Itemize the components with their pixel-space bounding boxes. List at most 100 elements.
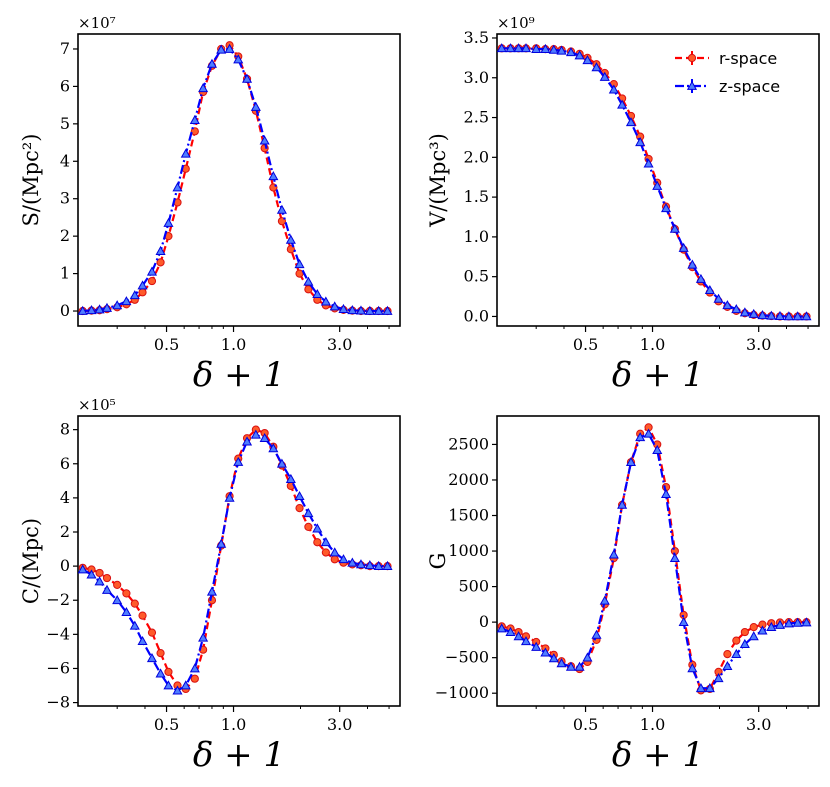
data-point xyxy=(766,621,777,631)
data-point xyxy=(155,668,166,678)
y-tick-label: 2.0 xyxy=(464,147,489,166)
data-point xyxy=(129,290,140,300)
data-point xyxy=(147,628,157,637)
data-point xyxy=(513,43,524,53)
data-point xyxy=(505,43,516,53)
data-point xyxy=(652,444,663,454)
plot-frame xyxy=(496,33,820,327)
data-point xyxy=(617,499,628,509)
data-point xyxy=(180,148,191,158)
data-point xyxy=(364,560,375,570)
y-tick-label: 7 xyxy=(60,39,70,58)
x-tick-label: 1.0 xyxy=(221,715,246,734)
x-axis-label: δ + 1 xyxy=(612,735,704,775)
data-point xyxy=(156,649,165,658)
y-tick-label: 2 xyxy=(60,226,70,245)
data-point xyxy=(695,273,706,283)
data-point xyxy=(304,285,313,294)
data-point xyxy=(130,599,139,608)
data-point xyxy=(774,619,786,629)
data-point xyxy=(321,548,330,557)
data-point xyxy=(285,234,296,244)
data-point xyxy=(312,288,323,299)
data-point xyxy=(101,584,113,594)
y-tick-label: 3 xyxy=(60,189,70,208)
data-point xyxy=(660,203,672,213)
x-tick-label: 1.0 xyxy=(221,335,246,354)
data-point xyxy=(704,284,715,295)
data-point xyxy=(740,627,749,637)
series-line xyxy=(82,47,388,313)
data-point xyxy=(548,44,559,54)
series-z-space xyxy=(78,43,393,315)
x-tick-label: 0.5 xyxy=(154,335,179,354)
x-axis-label: δ + 1 xyxy=(193,355,285,395)
data-point xyxy=(156,258,165,267)
data-point xyxy=(783,618,794,628)
data-point xyxy=(113,580,122,589)
y-tick-label: −6 xyxy=(46,658,70,677)
data-point xyxy=(138,611,147,620)
x-tick-label: 3.0 xyxy=(746,335,771,354)
panel-curvature: ×10⁵ C/(Mpc) δ + 1 −8 −6 −4 −2 0 2 4 6 8 0.5 1.0 3.… xyxy=(19,396,401,775)
data-point xyxy=(739,638,750,649)
y-axis-label: S/(Mpc²) xyxy=(19,134,43,227)
y-tick-label: 2 xyxy=(60,522,70,541)
legend-label-r-space: r-space xyxy=(719,49,777,68)
data-point xyxy=(652,180,663,190)
data-point xyxy=(513,631,524,641)
y-tick-label: 4 xyxy=(60,151,70,170)
y-tick-label: 2000 xyxy=(448,470,489,489)
data-point xyxy=(722,660,733,671)
data-point xyxy=(625,117,637,127)
data-point xyxy=(635,432,646,442)
data-point xyxy=(574,50,585,60)
x-tick-label: 1.0 xyxy=(640,335,665,354)
y-tick-label: 1.0 xyxy=(464,227,489,246)
series-z-space xyxy=(78,429,393,695)
data-point xyxy=(608,84,619,94)
data-point xyxy=(739,307,750,317)
data-point xyxy=(364,305,375,315)
data-point xyxy=(625,456,637,467)
panel-volume: ×10⁹ V/(Mpc³) δ + 1 r-space z-space 0.0 0… xyxy=(426,14,820,395)
data-point xyxy=(713,293,724,303)
data-point xyxy=(723,650,732,659)
data-point xyxy=(233,456,244,466)
data-point xyxy=(732,636,741,645)
y-tick-label: 5 xyxy=(60,114,70,133)
y-tick-label: 2.5 xyxy=(464,108,489,127)
data-point xyxy=(382,560,393,570)
y-tick-label: 1500 xyxy=(448,506,489,525)
data-point xyxy=(101,302,113,312)
data-point xyxy=(347,305,358,315)
data-point xyxy=(497,623,507,633)
data-point xyxy=(574,661,585,671)
x-tick-label: 0.5 xyxy=(154,715,179,734)
data-point xyxy=(206,58,218,68)
data-point xyxy=(520,43,532,53)
data-point xyxy=(233,54,244,64)
data-point xyxy=(94,304,105,314)
data-point xyxy=(678,616,689,626)
data-point xyxy=(347,557,358,567)
data-point xyxy=(687,663,698,673)
data-point xyxy=(163,680,174,690)
data-point xyxy=(137,635,148,646)
y-tick-label: −500 xyxy=(445,648,489,667)
data-point xyxy=(329,301,340,311)
y-tick-label: −4 xyxy=(46,624,70,643)
y-tick-label: 0 xyxy=(60,301,70,320)
x-axis-label: δ + 1 xyxy=(612,355,704,395)
data-point xyxy=(687,259,698,269)
y-tick-label: 3.0 xyxy=(464,68,489,87)
data-point xyxy=(313,538,322,547)
data-point xyxy=(268,171,279,181)
series-z-space xyxy=(497,43,812,321)
data-point xyxy=(497,43,507,53)
plot-frame xyxy=(496,415,820,707)
data-point xyxy=(669,223,680,233)
data-point xyxy=(189,663,200,673)
data-point xyxy=(591,629,602,639)
x-axis-label: δ + 1 xyxy=(193,735,285,775)
